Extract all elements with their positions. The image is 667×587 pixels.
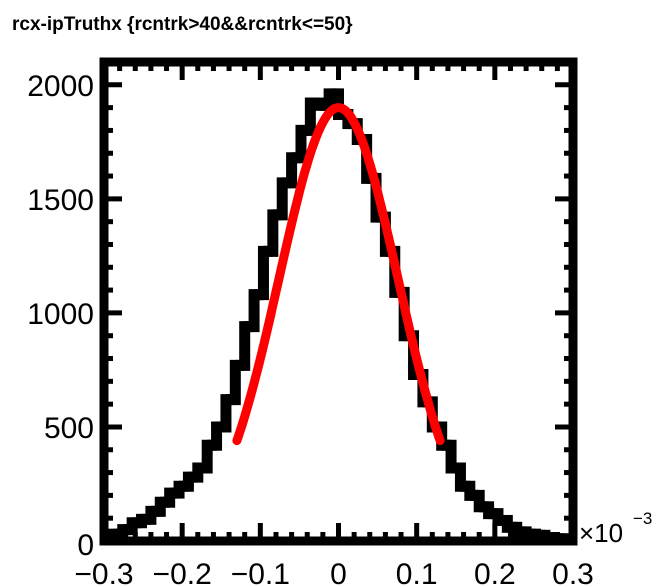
x-tick-label: −0.3 xyxy=(74,558,133,587)
x-tick-label: 0 xyxy=(330,558,347,587)
x-tick-label: −0.1 xyxy=(231,558,290,587)
y-tick-label: 500 xyxy=(44,412,94,445)
x-tick-label: 0.1 xyxy=(396,558,438,587)
x-tick-label: 0.3 xyxy=(552,558,594,587)
y-tick-label: 1500 xyxy=(27,184,94,217)
gaussian-fit-curve xyxy=(232,103,445,446)
axis-ticks xyxy=(101,59,576,544)
plot-frame xyxy=(99,57,578,546)
x-tick-label: 0.2 xyxy=(474,558,516,587)
y-tick-label: 0 xyxy=(77,529,94,562)
x-multiplier: ×10 −3 xyxy=(579,509,652,548)
y-tick-label: 1000 xyxy=(27,298,94,331)
y-tick-label: 2000 xyxy=(27,70,94,103)
x-multiplier-exponent: −3 xyxy=(633,509,652,528)
axis-tick-labels: −0.3 −0.2 −0.1 0 0.1 0.2 0.3 0 500 1000 1500 2000 xyxy=(27,70,594,587)
fit-layer xyxy=(232,103,445,446)
histogram-layer xyxy=(104,88,573,546)
x-multiplier-label: ×10 xyxy=(579,518,623,548)
x-tick-label: −0.2 xyxy=(153,558,212,587)
plot-border xyxy=(99,57,578,546)
chart-title: rcx-ipTruthx {rcntrk>40&&rcntrk<=50} xyxy=(12,14,353,35)
